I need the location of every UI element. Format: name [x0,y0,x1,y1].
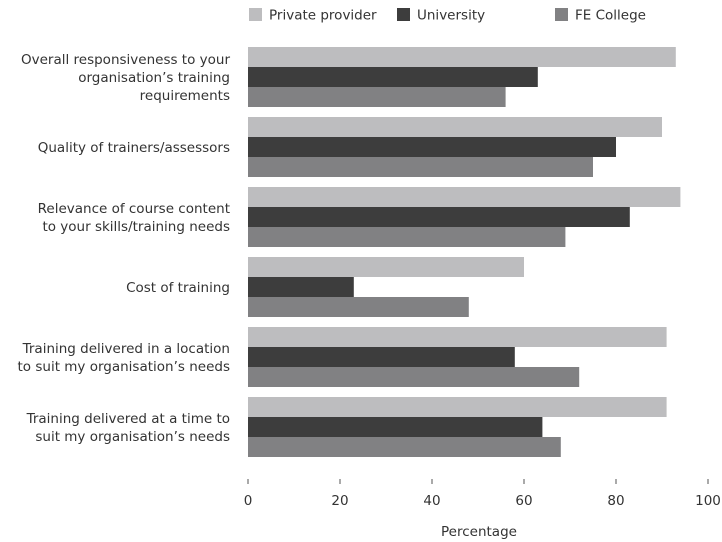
legend-label: FE College [575,8,646,24]
legend-swatch [397,8,410,21]
x-tick-label: 80 [607,493,624,509]
x-tick-label: 0 [244,493,253,509]
bar [248,297,469,317]
category-label: Training delivered at a time to suit my o… [26,411,230,445]
category-label-line: to your skills/training needs [42,219,230,235]
category-label: Relevance of course content to your skill… [38,201,230,235]
category-label: Quality of trainers/assessors [38,140,230,156]
legend-label: Private provider [269,8,377,24]
category-label-line: Overall responsiveness to your [21,52,230,68]
bar [248,187,681,207]
category-label-line: requirements [140,88,230,104]
bar [248,137,616,157]
category-labels: Overall responsiveness to your organisati… [18,52,231,445]
bar [248,327,667,347]
bar [248,437,561,457]
category-label-line: Training delivered in a location [22,341,230,357]
category-label-line: Relevance of course content [38,201,230,217]
bar [248,157,593,177]
bar [248,67,538,87]
bar [248,417,543,437]
bar [248,227,566,247]
category-label: Cost of training [126,280,230,296]
legend: Private provider University FE College [249,8,646,24]
x-tick-label: 40 [423,493,440,509]
bar [248,117,662,137]
bar [248,47,676,67]
x-tick-label: 100 [695,493,721,509]
x-tick-label: 20 [331,493,348,509]
x-axis: 0 20 40 60 80 100 [244,479,721,509]
category-label: Overall responsiveness to your organisati… [21,52,230,104]
legend-label: University [417,8,485,24]
category-label-line: organisation’s training [78,70,230,86]
category-label-line: Training delivered at a time to [26,411,230,427]
bar [248,257,524,277]
legend-swatch [555,8,568,21]
category-label-line: suit my organisation’s needs [35,429,230,445]
category-label-line: Quality of trainers/assessors [38,140,230,156]
bar [248,347,515,367]
bar [248,277,354,297]
category-label-line: to suit my organisation’s needs [18,359,230,375]
legend-swatch [249,8,262,21]
x-axis-title: Percentage [441,524,517,540]
category-label: Training delivered in a location to suit … [18,341,230,375]
bar [248,367,580,387]
x-tick-label: 60 [515,493,532,509]
bar [248,87,506,107]
category-label-line: Cost of training [126,280,230,296]
bars [248,47,681,457]
bar [248,207,630,227]
bar [248,397,667,417]
